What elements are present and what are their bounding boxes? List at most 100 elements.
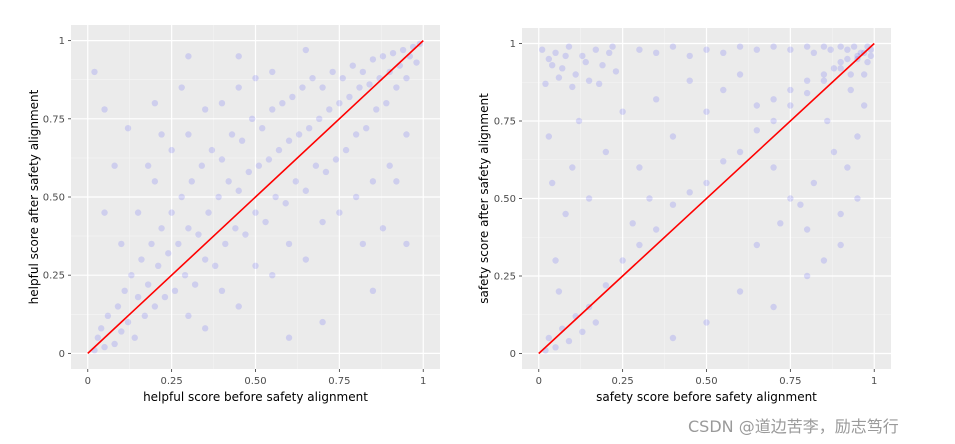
y-axis-title: helpful score after safety alignment (27, 89, 41, 304)
scatter-point (820, 77, 828, 84)
scatter-point (810, 179, 818, 187)
scatter-point (282, 200, 289, 207)
scatter-point (720, 158, 727, 165)
scatter-point (359, 68, 367, 76)
scatter-point (218, 156, 226, 163)
scatter-point (399, 46, 407, 54)
scatter-point (295, 131, 303, 138)
x-tick-label: 1 (871, 376, 877, 387)
scatter-point (787, 86, 794, 94)
scatter-point (830, 148, 838, 156)
scatter-point (215, 193, 222, 201)
scatter-point (629, 220, 636, 227)
scatter-point (787, 46, 794, 53)
x-tick-label: 1 (420, 376, 426, 387)
scatter-point (218, 99, 226, 107)
scatter-point (369, 56, 377, 63)
scatter-point (312, 162, 320, 169)
scatter-point (837, 241, 844, 249)
scatter-point (403, 74, 410, 82)
scatter-point (252, 262, 259, 269)
scatter-point (379, 53, 387, 60)
scatter-point (265, 156, 273, 163)
scatter-point (188, 178, 195, 185)
scatter-point (342, 146, 350, 154)
scatter-point (820, 71, 828, 78)
scatter-point (720, 49, 727, 56)
scatter-point (212, 262, 219, 269)
scatter-point (352, 193, 360, 201)
scatter-point (575, 117, 583, 125)
scatter-point (652, 226, 660, 233)
scatter-point (124, 318, 132, 326)
scatter-point (178, 193, 185, 201)
scatter-point (262, 218, 269, 226)
scatter-point (686, 52, 693, 60)
y-axis-title: safety score after safety alignment (477, 93, 491, 304)
scatter-point (864, 58, 871, 66)
scatter-point (252, 74, 259, 82)
scatter-point (579, 52, 586, 60)
scatter-point (850, 43, 858, 50)
scatter-point (232, 225, 239, 232)
scatter-point (151, 303, 159, 310)
safety-score-panel: 0 0.25 0.50 0.75 1 0 0.25 0.50 0.75 1 safety score… (477, 28, 891, 404)
y-tick-label: 0 (59, 349, 65, 360)
x-axis-title: helpful score before safety alignment (143, 390, 368, 404)
scatter-point (222, 240, 229, 248)
scatter-point (592, 46, 599, 53)
scatter-point (269, 106, 276, 113)
scatter-point (148, 240, 155, 248)
scatter-point (867, 52, 875, 60)
scatter-point (555, 288, 563, 295)
scatter-point (703, 319, 710, 326)
scatter-point (552, 257, 559, 264)
scatter-point (141, 312, 148, 320)
scatter-point (201, 256, 209, 263)
scatter-point (101, 106, 108, 113)
scatter-point (803, 272, 811, 280)
scatter-point (552, 344, 559, 351)
scatter-point (820, 43, 828, 50)
scatter-point (369, 287, 377, 295)
scatter-point (225, 178, 232, 185)
scatter-point (646, 195, 653, 202)
scatter-point (383, 99, 390, 107)
scatter-point (151, 99, 159, 107)
scatter-point (279, 99, 286, 107)
scatter-point (269, 68, 276, 76)
scatter-point (562, 52, 569, 60)
scatter-point (259, 125, 266, 132)
scatter-point (619, 257, 626, 264)
scatter-point (101, 209, 108, 216)
scatter-point (393, 178, 400, 185)
scatter-point (609, 43, 616, 50)
scatter-point (860, 71, 868, 78)
scatter-point (131, 334, 138, 341)
scatter-point (151, 178, 159, 185)
scatter-point (208, 146, 216, 154)
scatter-point (205, 209, 212, 216)
scatter-point (316, 115, 323, 123)
scatter-point (569, 164, 576, 171)
scatter-point (118, 328, 125, 335)
scatter-point (201, 325, 209, 332)
x-tick-label: 0.75 (779, 376, 801, 387)
scatter-point (824, 117, 831, 125)
y-tick-label: 1 (59, 36, 65, 47)
scatter-point (545, 334, 553, 342)
reference-line (538, 42, 875, 355)
scatter-point (652, 49, 660, 56)
scatter-point (302, 187, 310, 194)
scatter-point (569, 83, 576, 91)
scatter-point (366, 81, 373, 88)
scatter-point (770, 164, 777, 171)
scatter-point (803, 43, 811, 50)
scatter-point (770, 96, 777, 103)
scatter-point (827, 46, 834, 53)
scatter-point (373, 106, 380, 113)
scatter-point (329, 68, 336, 76)
scatter-point (403, 131, 410, 138)
scatter-point (352, 131, 360, 138)
